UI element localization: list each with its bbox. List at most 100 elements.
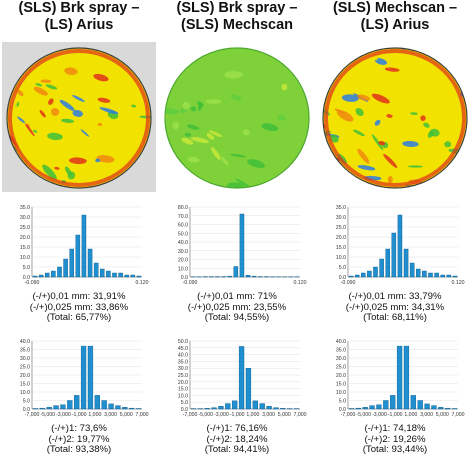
scan-blob (97, 97, 111, 103)
scan-blob (45, 109, 52, 116)
x-tick-label: 3,000 (420, 412, 433, 418)
scan-blob (178, 189, 185, 192)
histogram-bar (32, 275, 38, 278)
scan-blob (17, 90, 24, 97)
scan-blob (193, 179, 199, 184)
histogram-bar (118, 272, 123, 278)
scan-blob (224, 71, 243, 79)
scan-blob (423, 122, 430, 128)
histogram-bar (80, 345, 87, 410)
column-title: (SLS) Mechscan – (LS) Arius (316, 0, 474, 34)
scan-blob (72, 95, 85, 102)
scan-blob (352, 129, 365, 137)
scan-blob (383, 153, 398, 169)
scan-blob (384, 67, 400, 72)
y-tick-label: 30.0 (336, 356, 346, 362)
histogram-bar (348, 408, 355, 410)
histogram-bar (204, 408, 210, 410)
histogram-bar (87, 345, 94, 410)
y-tick-label: 80.0 (178, 205, 188, 211)
y-tick-label: 15.0 (20, 382, 30, 388)
histogram-bar (32, 408, 39, 410)
scan-blob (341, 94, 359, 102)
y-tick-label: 35.0 (336, 205, 346, 211)
histogram-bar (100, 268, 105, 278)
histogram-bar (106, 270, 111, 278)
histogram-bar (67, 400, 73, 410)
histogram-bar (227, 275, 232, 278)
histogram-bar (376, 404, 382, 410)
scan-blob (340, 188, 353, 192)
histogram-bar (136, 275, 142, 278)
x-tick-label: 5,000 (120, 412, 133, 418)
y-tick-label: 0.0 (181, 407, 188, 413)
scan-blob (47, 132, 63, 141)
histogram-bar (94, 395, 100, 410)
scan-blob (33, 129, 38, 133)
histogram-bar (74, 395, 80, 410)
histogram-bar (115, 405, 121, 410)
x-tick-label: -1,000 (72, 412, 87, 418)
stat-line: (-/+)0,01 mm: 33,79% (348, 291, 442, 302)
y-tick-label: 30.0 (20, 215, 30, 221)
histogram-bar (60, 404, 66, 410)
stat-line: (-/+)1: 73,6% (51, 423, 107, 434)
histogram-bar (53, 405, 59, 410)
histogram-bar (416, 268, 421, 278)
y-tick-label: 70.0 (178, 214, 188, 220)
histogram-bar (280, 408, 286, 410)
stat-line: (-/+)0,025 mm: 34,31% (345, 301, 445, 313)
scan-blob (69, 157, 87, 165)
scan-blob (39, 109, 46, 118)
histogram-bar (397, 214, 403, 278)
y-tick-label: 0.0 (181, 275, 188, 281)
scan-blob (242, 129, 250, 136)
histogram-bar (238, 346, 245, 410)
scan-blob (332, 89, 352, 95)
scan-blob (163, 188, 169, 192)
histogram-bar (124, 274, 129, 278)
stat-line: (Total: 93,44%) (362, 444, 428, 456)
histogram-bar (130, 274, 136, 278)
y-tick-label: 20.0 (178, 258, 188, 264)
stats-units: (-/+)1: 76,16% (-/+)2: 18,24% (Total: 94… (158, 423, 316, 456)
x-tick-label: 5,000 (436, 412, 449, 418)
histogram-bar (424, 403, 430, 410)
stat-line: (-/+)2: 19,26% (364, 433, 426, 445)
y-tick-label: 20.0 (336, 235, 346, 241)
scan-blob (356, 94, 371, 101)
histogram-bar (122, 407, 128, 410)
histogram-bar (373, 266, 378, 278)
y-tick-label: 35.0 (178, 359, 188, 365)
y-tick-label: 20.0 (336, 373, 346, 379)
column-title-line2: (SLS) Mechscan (181, 17, 293, 33)
scan-blob (171, 184, 177, 188)
y-tick-label: 5.0 (339, 399, 346, 405)
column-sls-brk-spray-sls-mechscan: (SLS) Brk spray – (SLS) Mechscan 0.0 10.0… (158, 0, 316, 458)
scan-blob (374, 119, 381, 126)
scan-outline (6, 47, 152, 189)
scan-blob (427, 130, 434, 138)
y-tick-label: 40.0 (178, 353, 188, 359)
histogram-bar (446, 274, 452, 278)
y-tick-label: 30.0 (336, 215, 346, 221)
histogram-bar (369, 405, 375, 410)
histogram-bar (108, 403, 114, 410)
histogram-bar (422, 270, 427, 278)
histogram-mm-deviation: 0.0 5.0 10.0 15.0 20.0 25.0 30.0 35.0 -0.090 0.12… (20, 205, 149, 286)
column-title-line1: (SLS) Brk spray – (18, 0, 140, 16)
scan-blob (95, 158, 101, 163)
x-tick-label: -5,000 (198, 412, 213, 418)
deviation-scan-image (318, 47, 468, 192)
y-tick-label: 5.0 (339, 265, 346, 271)
scan-blob (387, 175, 393, 184)
deviation-scan-image (163, 47, 310, 192)
histogram-bar (417, 400, 423, 410)
scan-blob (420, 115, 426, 122)
y-tick-label: 20.0 (20, 373, 30, 379)
x-tick-label: 7,000 (452, 412, 465, 418)
scan-blob (318, 141, 324, 152)
stats-mm: (-/+)0,01 mm: 33,79% (-/+)0,025 mm: 34,3… (316, 291, 474, 324)
stat-line: (-/+)1: 74,18% (364, 423, 426, 434)
histogram-bar (69, 248, 74, 278)
